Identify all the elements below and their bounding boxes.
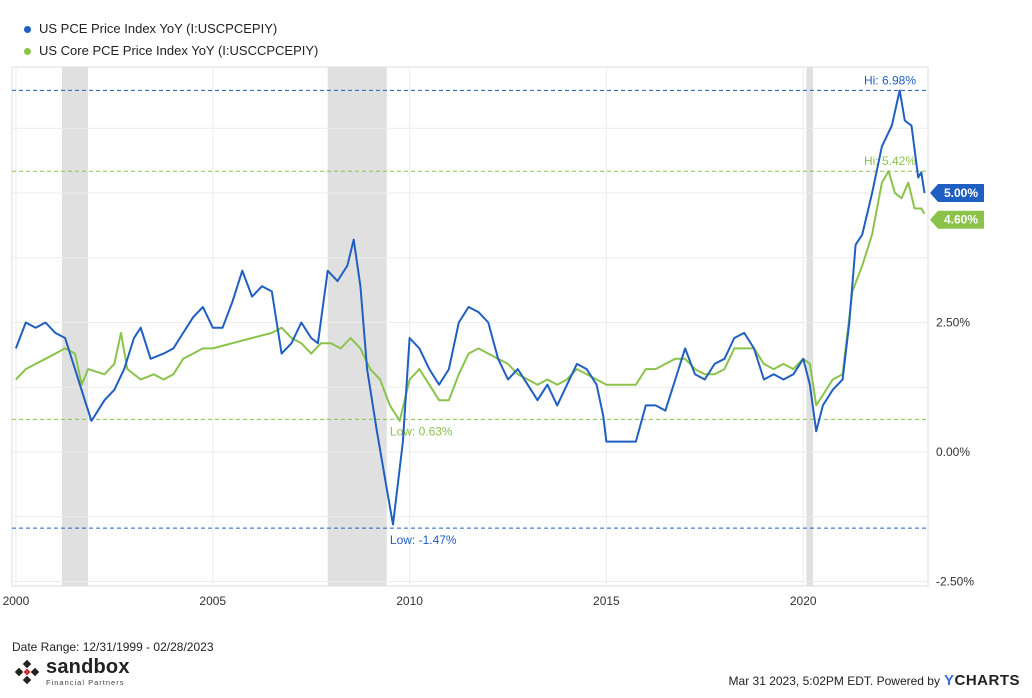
ycharts-logo[interactable]: YCHARTS xyxy=(944,672,1020,689)
y-tick-label-0: -2.50% xyxy=(936,575,974,589)
plot-area xyxy=(11,66,929,587)
legend-dot-core-pce xyxy=(24,47,31,55)
legend-dot-pce xyxy=(24,25,31,33)
sandbox-logo: sandbox Financial Partners xyxy=(14,657,130,687)
end-value-label-1: 4.60% xyxy=(944,213,978,227)
x-tick-label-2005: 2005 xyxy=(199,594,226,608)
series-line-1 xyxy=(15,170,926,422)
recession-band-0 xyxy=(61,67,88,586)
recession-band-1 xyxy=(327,67,387,586)
ycharts-logo-y: Y xyxy=(943,672,955,689)
logo-name: sandbox xyxy=(46,656,130,678)
series-line-0 xyxy=(14,89,926,526)
y-tick-label-1: 0.00% xyxy=(936,445,970,459)
y-tick-label-2: 2.50% xyxy=(936,316,970,330)
x-tick-label-2020: 2020 xyxy=(790,594,817,608)
powered-by: Mar 31 2023, 5:02PM EDT. Powered by YCHA… xyxy=(729,672,1020,689)
logo-subtitle: Financial Partners xyxy=(46,678,125,687)
reference-label-0: Hi: 6.98% xyxy=(864,73,916,87)
reference-label-1: Hi: 5.42% xyxy=(864,154,916,168)
legend-item-pce[interactable]: US PCE Price Index YoY (I:USCPCEPIY) xyxy=(24,18,318,40)
legend-label-core-pce: US Core PCE Price Index YoY (I:USCCPCEPI… xyxy=(39,43,319,58)
reference-label-2: Low: 0.63% xyxy=(390,424,453,438)
reference-label-3: Low: -1.47% xyxy=(390,533,457,547)
date-range: Date Range: 12/31/1999 - 02/28/2023 xyxy=(12,640,214,654)
end-value-badge-1 xyxy=(930,210,984,229)
end-value-label-0: 5.00% xyxy=(944,186,978,200)
x-tick-label-2000: 2000 xyxy=(3,594,30,608)
x-tick-label-2015: 2015 xyxy=(593,594,620,608)
end-value-badge-0 xyxy=(930,184,984,202)
chart-legend: US PCE Price Index YoY (I:USCPCEPIY) US … xyxy=(24,18,318,62)
ycharts-logo-rest: CHARTS xyxy=(954,672,1020,689)
legend-label-pce: US PCE Price Index YoY (I:USCPCEPIY) xyxy=(39,21,278,36)
x-tick-label-2010: 2010 xyxy=(396,594,423,608)
sandbox-logo-icon xyxy=(14,659,40,684)
recession-band-2 xyxy=(806,67,814,586)
chart-plot: 2000 2005 2010 2015 2020 -2.50% 0.00% 2.50% 5.00… xyxy=(3,66,984,608)
timestamp-text: Mar 31 2023, 5:02PM EDT. Powered by xyxy=(728,673,940,688)
legend-item-core-pce[interactable]: US Core PCE Price Index YoY (I:USCCPCEPI… xyxy=(24,40,318,62)
